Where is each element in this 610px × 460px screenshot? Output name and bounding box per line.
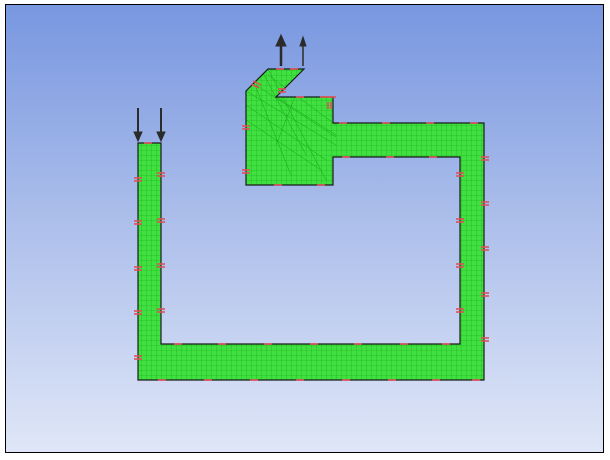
boundary-markers: [134, 68, 489, 381]
dense-mesh-region: [245, 69, 337, 181]
up-arrows-icon: [275, 33, 307, 66]
duct-mesh-fill: [138, 69, 484, 380]
mesh-body: [137, 68, 485, 381]
down-arrows-icon: [133, 108, 166, 143]
duct-outline: [137, 68, 485, 381]
mesh-canvas[interactable]: [6, 5, 604, 453]
graphics-viewport[interactable]: [5, 4, 604, 453]
